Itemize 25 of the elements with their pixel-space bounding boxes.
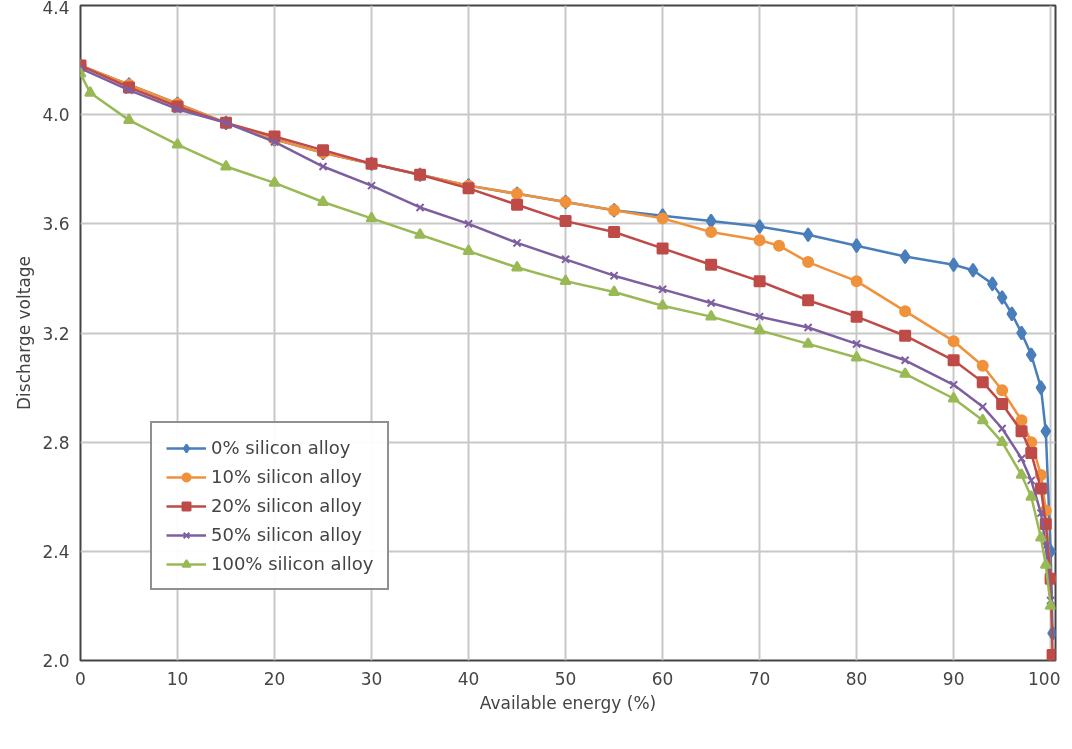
x-tick-label: 10 xyxy=(166,668,189,689)
x-tick-label: 30 xyxy=(360,668,383,689)
y-tick-label: 2.8 xyxy=(42,432,70,453)
x-tick-label: 50 xyxy=(554,668,577,689)
x-tick-label: 70 xyxy=(748,668,771,689)
legend-label: 100% silicon alloy xyxy=(211,553,374,574)
x-tick-label: 0 xyxy=(75,668,86,689)
x-tick-label: 100 xyxy=(1028,668,1061,689)
x-tick-label: 60 xyxy=(651,668,674,689)
x-tick-label: 80 xyxy=(845,668,868,689)
x-tick-label: 20 xyxy=(263,668,286,689)
x-axis-title: Available energy (%) xyxy=(479,692,657,713)
legend-label: 10% silicon alloy xyxy=(211,466,362,487)
legend-label: 50% silicon alloy xyxy=(211,524,362,545)
legend-label: 0% silicon alloy xyxy=(211,437,351,458)
x-tick-label: 40 xyxy=(457,668,480,689)
y-tick-label: 4.0 xyxy=(42,105,70,126)
y-axis-title: Discharge voltage xyxy=(14,255,35,411)
y-tick-label: 3.2 xyxy=(42,323,70,344)
y-tick-label: 2.4 xyxy=(42,541,70,562)
y-tick-label: 2.0 xyxy=(42,651,70,671)
y-tick-label: 3.6 xyxy=(42,214,70,235)
legend-label: 20% silicon alloy xyxy=(211,495,362,516)
x-tick-label: 90 xyxy=(942,668,965,689)
y-tick-label: 4.4 xyxy=(42,0,70,18)
